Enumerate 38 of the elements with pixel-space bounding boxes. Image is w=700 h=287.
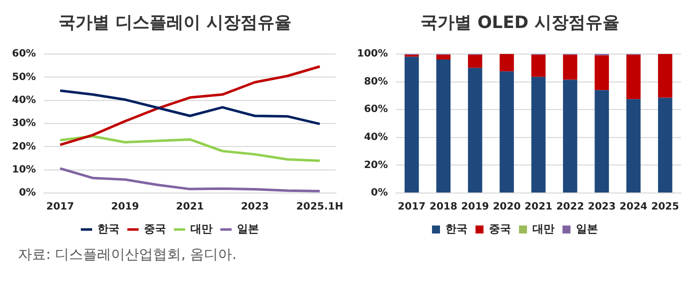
- legend-label: 일본: [576, 222, 598, 236]
- x-tick-label: 2017: [398, 202, 426, 213]
- x-tick-label: 2021: [524, 202, 552, 213]
- y-tick-label: 60%: [364, 104, 388, 116]
- x-tick-label: 2019: [111, 202, 140, 213]
- x-tick-label: 2018: [429, 202, 458, 213]
- y-tick-label: 100%: [356, 48, 388, 60]
- x-tick-label: 2024: [620, 202, 648, 213]
- x-tick-label: 2020: [492, 202, 521, 213]
- x-tick-label: 2022: [556, 202, 584, 213]
- y-tick-label: 0%: [18, 188, 36, 199]
- x-tick-label: 2023: [240, 202, 269, 213]
- legend-label: 대만: [190, 222, 212, 236]
- y-tick-label: 20%: [364, 160, 388, 171]
- x-tick-label: 2023: [588, 202, 616, 213]
- x-tick-label: 2025.1H: [296, 202, 344, 213]
- y-tick-label: 40%: [364, 132, 388, 143]
- legend-label: 한국: [446, 222, 468, 236]
- legend-label: 중국: [489, 222, 511, 236]
- chart-title: 국가별 디스플레이 시장점유율: [58, 12, 292, 35]
- y-tick-label: 40%: [12, 94, 36, 106]
- y-tick-label: 0%: [370, 188, 388, 199]
- y-tick-label: 20%: [12, 141, 36, 152]
- y-tick-label: 30%: [12, 118, 36, 130]
- legend-label: 일본: [237, 222, 259, 236]
- x-tick-label: 2019: [461, 202, 490, 213]
- legend-label: 한국: [98, 222, 120, 236]
- y-tick-label: 50%: [12, 72, 36, 83]
- x-tick-label: 2017: [46, 202, 74, 213]
- chart-title: 국가별 OLED 시장점유율: [420, 12, 620, 35]
- x-tick-label: 2021: [176, 202, 204, 213]
- legend-label: 중국: [144, 222, 166, 236]
- y-tick-label: 80%: [364, 76, 388, 88]
- y-tick-label: 10%: [12, 164, 36, 176]
- text: 자료: 디스플레이산업협회, 옴디아.: [18, 246, 237, 264]
- x-tick-label: 2025: [651, 202, 680, 213]
- y-tick-label: 60%: [12, 48, 36, 60]
- legend-label: 대만: [532, 222, 554, 236]
